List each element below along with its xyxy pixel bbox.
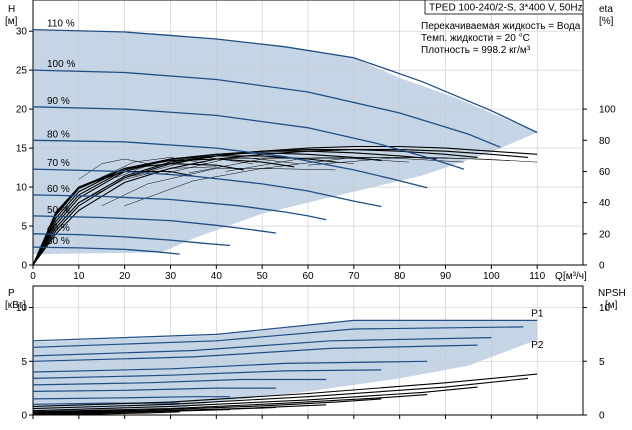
y2-tick-label: 10 (599, 303, 611, 314)
power-line (32, 378, 327, 386)
info-note: Перекачиваемая жидкость = Вода (421, 21, 581, 32)
y-tick-label: 25 (16, 66, 28, 77)
head-line (32, 233, 231, 247)
head-line (32, 194, 327, 221)
power-line (32, 387, 276, 392)
eta-line (32, 152, 382, 266)
x-tick-label: 30 (165, 271, 177, 282)
eta-thin-line (78, 158, 148, 180)
y-axis-label: H (8, 4, 15, 15)
head-efficiency-panel: 110 % 100 % 90 % 80 % 70 % 60 % 50 % 40 % 30 % 0 1… (5, 0, 616, 282)
power-line (32, 319, 538, 342)
head-line (32, 215, 276, 234)
y-axis-label: P (8, 288, 15, 299)
head-line (32, 139, 428, 189)
series-label: 50 % (47, 205, 70, 216)
y2-tick-label: 20 (599, 229, 611, 240)
info-note: Темп. жидкости = 20 °C (421, 33, 530, 44)
power-line (32, 326, 524, 348)
eta-line (32, 163, 244, 266)
eta-thin-line (78, 166, 217, 203)
y2-tick-label: 100 (599, 105, 616, 116)
operating-area (33, 320, 538, 411)
y2-tick-label: 40 (599, 198, 611, 209)
series-label: 40 % (47, 223, 70, 234)
p2-label: P2 (531, 340, 544, 351)
y2-axis-label: eta (599, 4, 613, 15)
y-tick-label: 10 (16, 183, 28, 194)
x-axis-label: Q (555, 271, 563, 282)
power-line (32, 337, 492, 357)
y-tick-label: 20 (16, 105, 28, 116)
head-line (32, 168, 382, 208)
eta-line (32, 170, 194, 266)
y2-axis-label: NPSH (598, 288, 626, 299)
npsh-line (32, 377, 529, 410)
x-tick-label: 110 (529, 271, 545, 282)
operating-area (33, 29, 538, 255)
npsh-line (32, 394, 428, 413)
npsh-line (32, 373, 538, 407)
x-axis-unit: [м³/ч] (563, 271, 587, 282)
x-tick-label: 70 (348, 271, 360, 282)
x-tick-label: 60 (302, 271, 314, 282)
series-label: 30 % (47, 236, 70, 247)
series-label: 80 % (47, 129, 70, 140)
npsh-line (32, 398, 382, 413)
x-tick-label: 90 (440, 271, 452, 282)
y-tick-label: 0 (21, 261, 27, 272)
eta-thin-line (101, 168, 272, 207)
npsh-line (32, 411, 180, 416)
y-axis-unit: [м] (5, 16, 18, 27)
y-tick-label: 5 (21, 357, 27, 368)
power-line (32, 369, 382, 379)
series-label: 60 % (47, 184, 70, 195)
y-tick-label: 10 (16, 303, 28, 314)
y-tick-label: 15 (16, 144, 28, 155)
y2-tick-label: 80 (599, 136, 611, 147)
y-axis-unit: [кВт] (5, 300, 26, 311)
eta-thin-line (115, 157, 254, 178)
x-tick-label: 0 (30, 271, 36, 282)
head-line (32, 246, 180, 255)
series-label: 110 % (47, 19, 75, 30)
eta-thin-line (307, 157, 538, 166)
power-line (32, 344, 478, 362)
y-tick-label: 5 (21, 222, 27, 233)
series-label: 70 % (47, 158, 70, 169)
eta-thin-line (124, 168, 336, 207)
y2-tick-label: 0 (599, 261, 605, 272)
power-line (32, 360, 428, 373)
x-tick-label: 80 (394, 271, 406, 282)
series-label: 100 % (47, 59, 75, 70)
y2-tick-label: 60 (599, 167, 611, 178)
npsh-line (32, 409, 231, 415)
x-tick-label: 20 (119, 271, 131, 282)
title-box (424, 0, 584, 15)
eta-thin-line (225, 157, 464, 172)
head-line (32, 69, 501, 148)
eta-line (32, 158, 295, 266)
y2-axis-unit: [%] (599, 16, 614, 27)
x-tick-label: 10 (73, 271, 85, 282)
head-line (32, 106, 464, 170)
p1-label: P1 (531, 308, 544, 319)
y-tick-label: 0 (21, 411, 27, 422)
series-label: 90 % (47, 96, 70, 107)
y-tick-label: 30 (16, 27, 28, 38)
head-line (32, 28, 538, 134)
x-tick-label: 50 (257, 271, 269, 282)
y2-tick-label: 0 (599, 411, 605, 422)
npsh-line (32, 386, 478, 412)
y2-axis-unit: [м] (605, 300, 618, 311)
info-note: Плотность = 998.2 кг/м³ (421, 45, 531, 56)
y2-tick-label: 5 (599, 357, 605, 368)
chart-title: TPED 100-240/2-S, 3*400 V, 50Hz (429, 3, 583, 14)
power-line (32, 396, 231, 400)
x-tick-label: 40 (211, 271, 223, 282)
x-tick-label: 100 (483, 271, 500, 282)
